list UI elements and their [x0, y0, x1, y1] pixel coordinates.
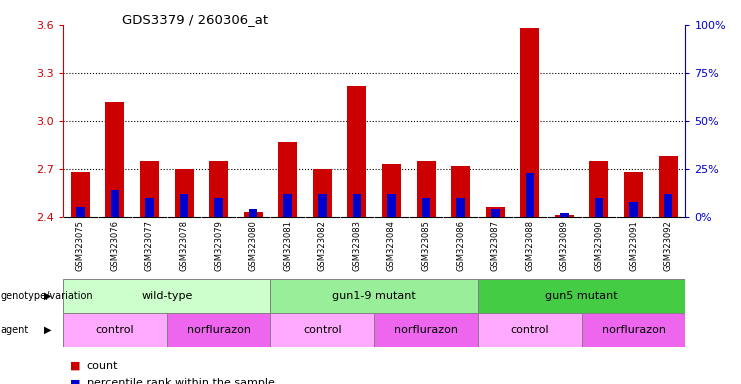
Text: norflurazon: norflurazon — [602, 325, 665, 335]
Bar — [525, 173, 534, 217]
Text: count: count — [87, 361, 119, 371]
Bar — [422, 198, 431, 217]
Bar — [629, 202, 638, 217]
Text: GSM323091: GSM323091 — [629, 220, 638, 271]
Bar — [105, 102, 124, 217]
Text: gun5 mutant: gun5 mutant — [545, 291, 618, 301]
Text: GSM323088: GSM323088 — [525, 220, 534, 271]
Bar — [595, 198, 603, 217]
Text: control: control — [511, 325, 549, 335]
Text: GSM323080: GSM323080 — [249, 220, 258, 271]
Bar — [520, 28, 539, 217]
Bar — [664, 194, 672, 217]
Text: GSM323076: GSM323076 — [110, 220, 119, 271]
Text: GSM323086: GSM323086 — [456, 220, 465, 271]
Bar — [279, 142, 297, 217]
Bar — [270, 279, 478, 313]
Text: percentile rank within the sample: percentile rank within the sample — [87, 378, 275, 384]
Text: norflurazon: norflurazon — [187, 325, 250, 335]
Bar — [180, 194, 188, 217]
Bar — [244, 212, 262, 217]
Text: GSM323089: GSM323089 — [560, 220, 569, 271]
Bar — [388, 194, 396, 217]
Text: norflurazon: norflurazon — [394, 325, 458, 335]
Bar — [560, 213, 568, 217]
Text: GSM323087: GSM323087 — [491, 220, 499, 271]
Text: ▶: ▶ — [44, 291, 52, 301]
Bar — [214, 198, 223, 217]
Bar — [416, 161, 436, 217]
Bar — [76, 207, 84, 217]
Text: gun1-9 mutant: gun1-9 mutant — [332, 291, 416, 301]
Text: ■: ■ — [70, 361, 84, 371]
Text: GSM323083: GSM323083 — [353, 220, 362, 271]
Bar — [659, 156, 677, 217]
Bar — [71, 172, 90, 217]
Bar — [478, 313, 582, 347]
Text: control: control — [303, 325, 342, 335]
Text: GDS3379 / 260306_at: GDS3379 / 260306_at — [122, 13, 268, 26]
Bar — [478, 279, 685, 313]
Text: ▶: ▶ — [44, 325, 52, 335]
Text: GSM323082: GSM323082 — [318, 220, 327, 271]
Bar — [590, 161, 608, 217]
Bar — [174, 169, 193, 217]
Bar — [624, 172, 643, 217]
Text: genotype/variation: genotype/variation — [1, 291, 93, 301]
Text: wild-type: wild-type — [141, 291, 193, 301]
Bar — [491, 209, 499, 217]
Text: GSM323085: GSM323085 — [422, 220, 431, 271]
Bar — [374, 313, 478, 347]
Bar — [249, 209, 257, 217]
Bar — [451, 166, 470, 217]
Bar — [318, 194, 327, 217]
Text: GSM323084: GSM323084 — [387, 220, 396, 271]
Bar — [110, 190, 119, 217]
Bar — [582, 313, 685, 347]
Text: GSM323090: GSM323090 — [594, 220, 603, 271]
Text: agent: agent — [1, 325, 29, 335]
Text: GSM323077: GSM323077 — [145, 220, 154, 271]
Bar — [167, 313, 270, 347]
Bar — [270, 313, 374, 347]
Bar — [353, 194, 361, 217]
Bar — [313, 169, 332, 217]
Bar — [555, 215, 574, 217]
Bar — [348, 86, 366, 217]
Bar — [486, 207, 505, 217]
Bar — [382, 164, 401, 217]
Bar — [145, 198, 153, 217]
Text: GSM323092: GSM323092 — [664, 220, 673, 271]
Text: GSM323075: GSM323075 — [76, 220, 84, 271]
Text: control: control — [96, 325, 134, 335]
Bar — [63, 279, 270, 313]
Bar — [284, 194, 292, 217]
Bar — [63, 313, 167, 347]
Text: GSM323081: GSM323081 — [283, 220, 292, 271]
Text: GSM323078: GSM323078 — [179, 220, 188, 271]
Bar — [209, 161, 228, 217]
Text: ■: ■ — [70, 378, 84, 384]
Text: GSM323079: GSM323079 — [214, 220, 223, 271]
Bar — [456, 198, 465, 217]
Bar — [140, 161, 159, 217]
